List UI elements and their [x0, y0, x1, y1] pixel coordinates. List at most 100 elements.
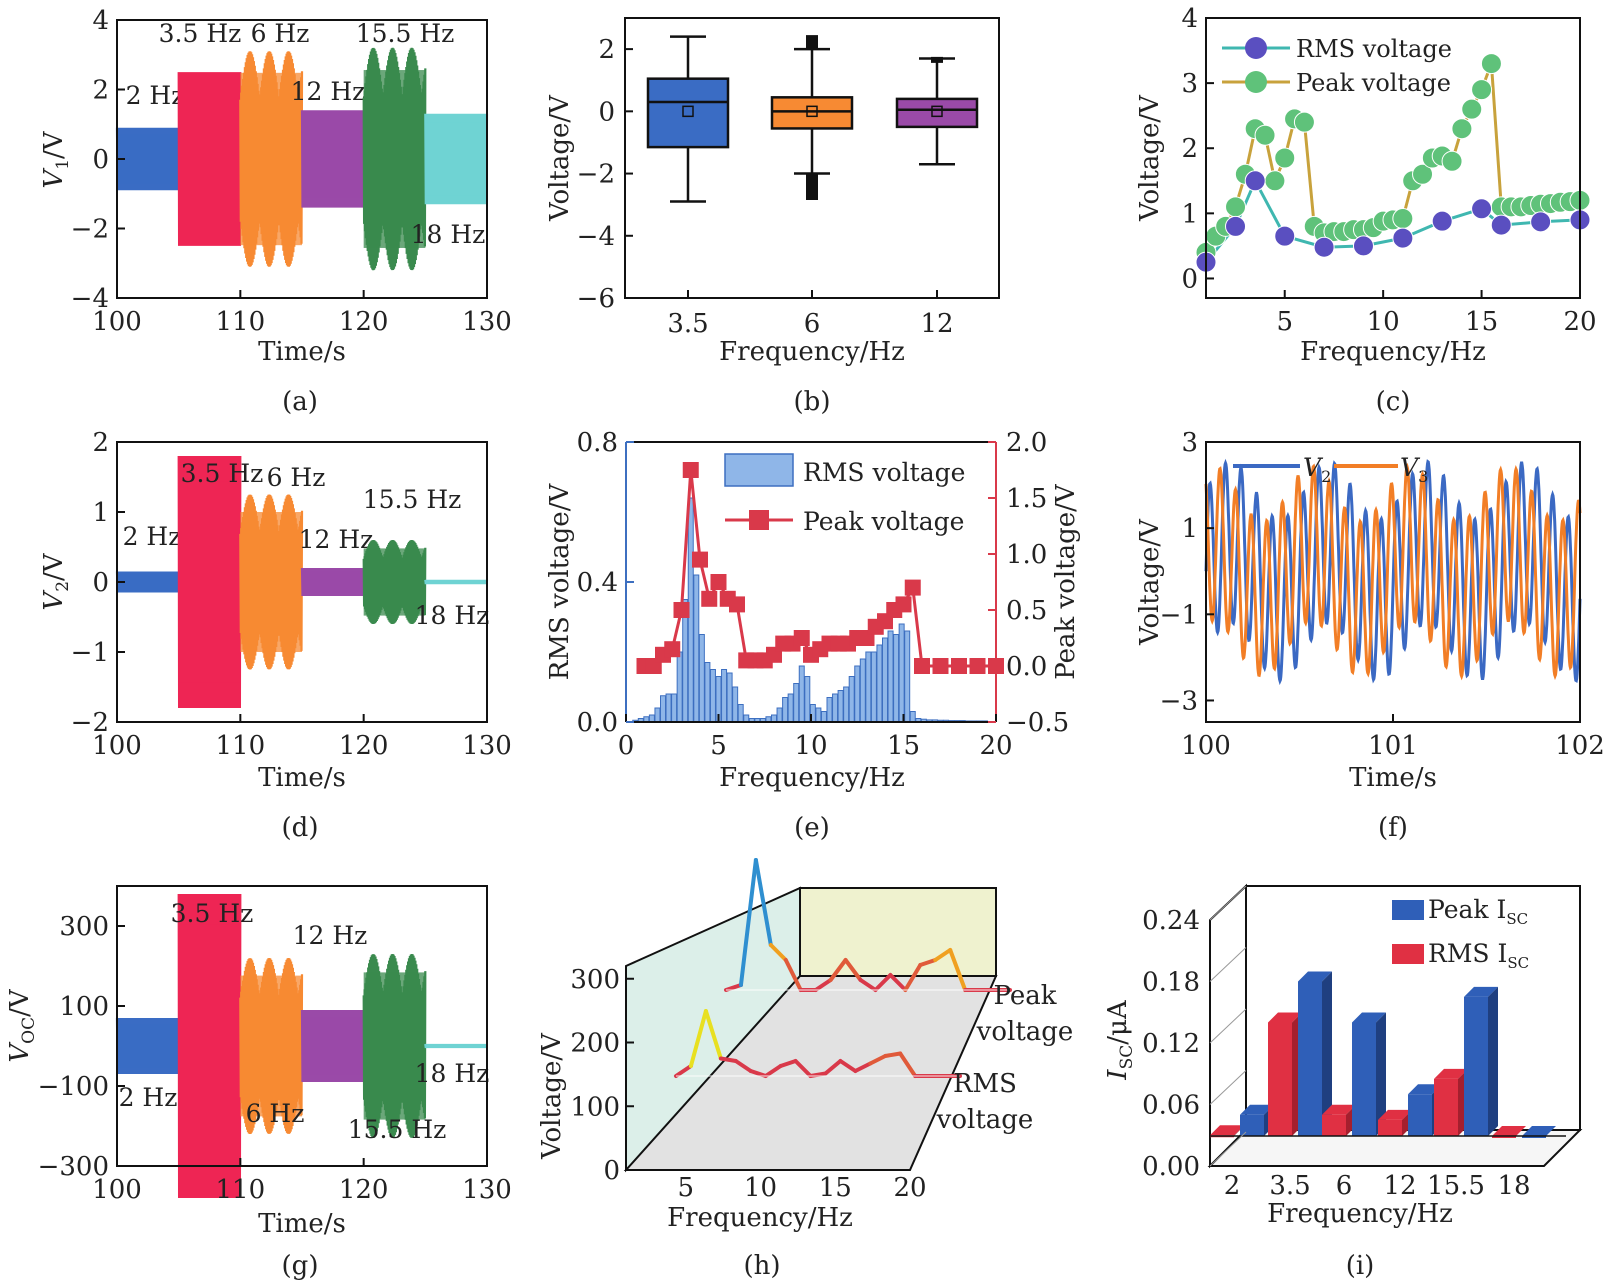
grid-0	[1209, 1131, 1247, 1167]
x-tick-label-0: 5	[678, 1173, 695, 1203]
y-tick-label-3: 300	[570, 965, 620, 995]
panel-g-xlabel: Time/s	[258, 1209, 346, 1239]
peak-point-4	[673, 602, 690, 618]
box-0-mean	[682, 105, 694, 118]
bar-11	[693, 574, 700, 723]
bar-40	[854, 665, 861, 723]
x-tick-label-3: 15	[887, 731, 920, 761]
y-tick-label-0: 0.0	[577, 708, 618, 738]
y-tick-label-1: 100	[570, 1092, 620, 1122]
peak-bar-4-top	[1464, 986, 1498, 997]
bar-33	[815, 707, 822, 723]
x-tick-label-3: 130	[462, 731, 512, 761]
legend-rms-swatch	[724, 453, 794, 487]
bar-5	[660, 695, 666, 723]
peak-bar-2-side	[1376, 1012, 1386, 1136]
box-1-outliers-low	[806, 173, 818, 200]
series-1-seg-6	[763, 1064, 783, 1078]
panel-h-floor	[623, 975, 998, 1171]
y-tick-label-2: 0.8	[577, 428, 618, 458]
panel-g-label: (g)	[282, 1251, 319, 1281]
segment-3-label: 12 Hz	[299, 525, 374, 554]
y-tick-label-1: −100	[38, 1072, 109, 1102]
panel-a-xlabel: Time/s	[258, 337, 346, 367]
bar-7	[671, 693, 678, 723]
peak-point-5	[682, 462, 699, 478]
segment-2-label: 6 Hz	[246, 1099, 305, 1128]
y-tick-label-2: 100	[59, 992, 109, 1022]
y-tick-label-2: 1	[1181, 514, 1198, 544]
y-tick-label-0: 0	[603, 1156, 620, 1186]
peak-bar-1-top	[1298, 971, 1332, 982]
legend-rms-label: RMS voltage	[803, 458, 965, 487]
bar-37	[837, 690, 844, 723]
peak-point-31	[932, 658, 949, 674]
panel-i: 0.00 0.06 0.12 0.18 0.24 2 3.5 6 12 15.5 18 Peak I…	[1103, 883, 1583, 1281]
panel-f: 100 101 102 −3 −1 1 3 V2 V3 Time/s Voltage/V (…	[1135, 428, 1605, 843]
panel-g: 2 Hz 3.5 Hz 6 Hz 12 Hz 15.5 Hz 18 Hz 100 110 12…	[5, 885, 512, 1281]
y-tick-label-1: −4	[577, 222, 615, 252]
x-tick-label-3: 20	[893, 1173, 926, 1203]
bar-25	[771, 714, 777, 723]
panel-c-legend: RMS voltage Peak voltage	[1222, 35, 1452, 97]
series-0-seg-10	[873, 973, 893, 992]
panel-i-plot	[1210, 971, 1566, 1138]
y-tick-label-2: 200	[570, 1029, 620, 1059]
x-tick-label-2: 120	[339, 1175, 389, 1205]
legend-rms-marker	[1245, 37, 1267, 59]
series-0-seg-13	[918, 958, 938, 967]
bar-41	[859, 658, 866, 723]
x-tick-label-5: 18	[1497, 1171, 1530, 1201]
bar-45	[882, 637, 888, 723]
y-tick-label-2: −2	[577, 160, 615, 190]
segment-4-label: 15.5 Hz	[363, 485, 462, 514]
bar-13	[704, 662, 711, 723]
y-tick-label-3: 0.18	[1142, 968, 1200, 998]
bar-50	[909, 711, 916, 723]
y-tick-label-4: 0.24	[1142, 906, 1200, 936]
x-tick-label-2: 102	[1555, 731, 1605, 761]
peak-bar-3-front	[1408, 1094, 1432, 1136]
grid-2	[1209, 1008, 1247, 1044]
y-tick-label-1: 0.06	[1142, 1091, 1200, 1121]
peak-bar-4-front	[1464, 996, 1488, 1136]
peak-bar-1-front	[1298, 981, 1322, 1136]
box-1-outliers-high	[806, 35, 818, 50]
segment-3-band	[302, 570, 364, 594]
series-1-point-3	[1225, 196, 1247, 218]
y-tick-label-3: 2	[92, 76, 109, 106]
grid-1	[1209, 1070, 1247, 1105]
panel-c: 5 10 15 20 0 1 2 3 4 RMS voltage Peak voltage Fr…	[1135, 4, 1597, 417]
x-tick-label-0: 3.5	[667, 309, 708, 339]
bar-35	[826, 697, 833, 723]
panel-e-ylabel-right: Peak voltage/V	[1051, 483, 1081, 680]
panel-d-label: (d)	[282, 813, 319, 843]
y-tick-label-0: 0.00	[1142, 1152, 1200, 1182]
x-tick-label-0: 2	[1224, 1171, 1241, 1201]
series-0-seg-4	[783, 958, 803, 992]
x-tick-label-4: 15.5	[1427, 1171, 1485, 1201]
box-1-mean	[806, 105, 818, 118]
y-tick-label-4: 2	[598, 35, 615, 65]
segment-0-label: 2 Hz	[123, 522, 182, 551]
series-1-point-7	[1264, 170, 1286, 192]
y-tick-label-3: 300	[59, 912, 109, 942]
panel-d-xlabel: Time/s	[258, 763, 346, 793]
panel-d-ticks: 100 110 120 130 −2 −1 0 1 2	[71, 428, 512, 761]
series-1-seg-2	[703, 1009, 723, 1061]
peak-bar-0-top	[1240, 1104, 1274, 1115]
legend-rms-label: RMS ISC	[1428, 939, 1529, 972]
x-tick-label-2: 15	[1465, 307, 1498, 337]
segment-1-label: 3.5 Hz	[181, 459, 264, 488]
legend-peak-label: Peak voltage	[803, 507, 964, 536]
bar-47	[893, 634, 900, 723]
peak-bar-5-top	[1522, 1126, 1556, 1136]
segment-3-label: 12 Hz	[293, 921, 368, 950]
peak-point-3	[664, 641, 681, 658]
panel-e-xlabel: Frequency/Hz	[719, 763, 905, 793]
y-tick-label-0: 0	[1181, 264, 1198, 294]
series-1-point-26	[1451, 118, 1473, 140]
series-0-point-10	[1530, 211, 1552, 233]
